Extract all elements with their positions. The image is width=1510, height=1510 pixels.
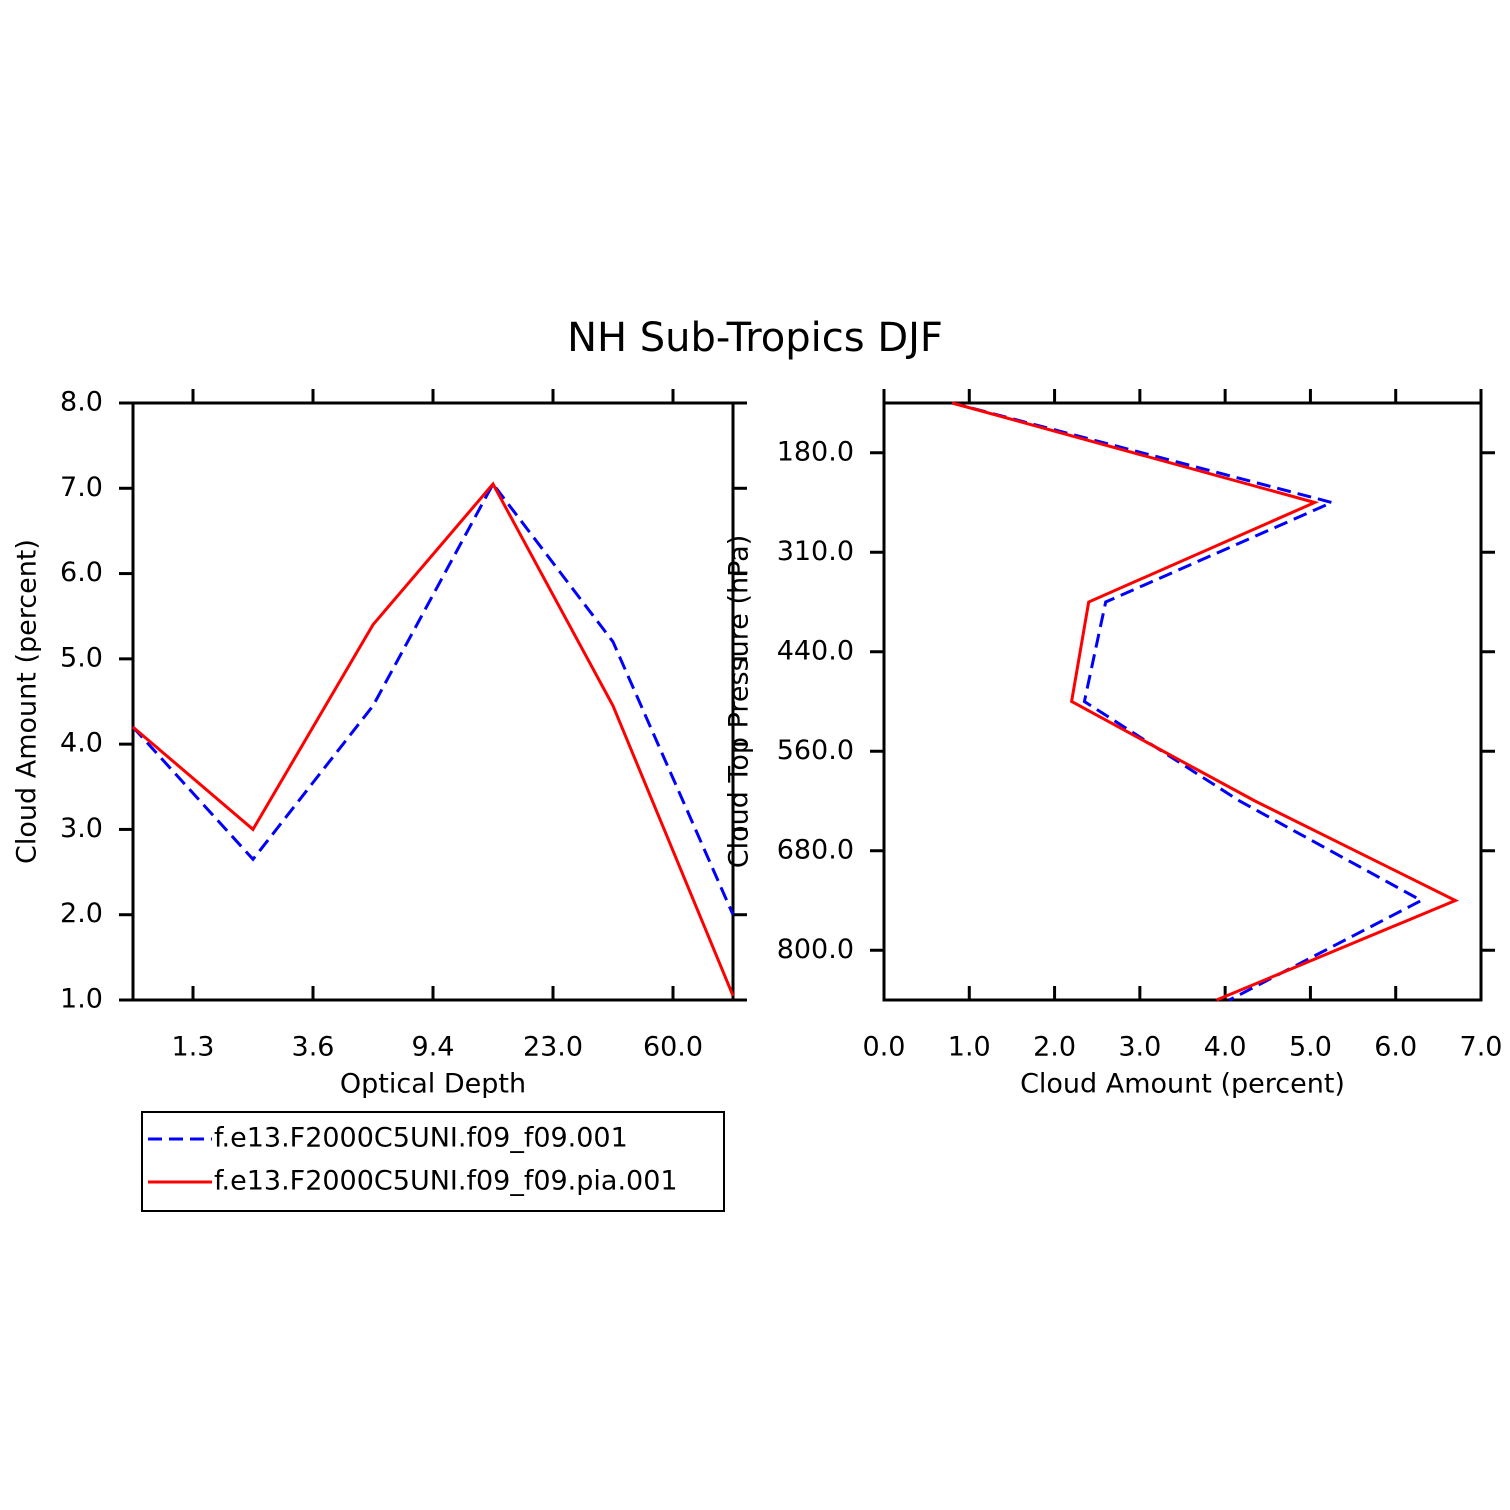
x-tick-label: 7.0: [1460, 1032, 1503, 1063]
x-tick-label: 5.0: [1289, 1032, 1332, 1063]
legend-label: f.e13.F2000C5UNI.f09_f09.001: [214, 1123, 628, 1154]
x-tick-label: 3.0: [1118, 1032, 1161, 1063]
y-tick-label: 1.0: [60, 984, 103, 1015]
legend-box: [141, 1111, 725, 1212]
y-tick-label: 440.0: [777, 635, 854, 666]
x-tick-label: 4.0: [1204, 1032, 1247, 1063]
x-tick-label: 60.0: [643, 1032, 703, 1063]
y-tick-label: 6.0: [60, 557, 103, 588]
x-axis-label: Cloud Amount (percent): [1020, 1069, 1345, 1100]
x-tick-label: 3.6: [292, 1032, 335, 1063]
y-tick-label: 310.0: [777, 536, 854, 567]
y-tick-label: 2.0: [60, 898, 103, 929]
plot-frame: [131, 401, 735, 1002]
y-tick-label: 5.0: [60, 642, 103, 673]
x-tick-label: 23.0: [523, 1032, 583, 1063]
x-tick-label: 1.3: [172, 1032, 215, 1063]
x-tick-label: 6.0: [1374, 1032, 1417, 1063]
x-tick-label: 0.0: [863, 1032, 906, 1063]
series-line: [951, 401, 1460, 1002]
legend-label: f.e13.F2000C5UNI.f09_f09.pia.001: [214, 1166, 678, 1197]
y-tick-label: 7.0: [60, 472, 103, 503]
y-tick-label: 560.0: [777, 735, 854, 766]
x-tick-label: 1.0: [948, 1032, 991, 1063]
x-axis-label: Optical Depth: [340, 1069, 526, 1100]
y-tick-label: 4.0: [60, 728, 103, 759]
series-line: [132, 481, 735, 997]
y-axis-label: Cloud Amount (percent): [12, 539, 43, 864]
x-tick-label: 9.4: [412, 1032, 455, 1063]
plot-frame: [882, 401, 1483, 1002]
series-line: [951, 401, 1425, 1002]
y-tick-label: 180.0: [777, 436, 854, 467]
series-line: [131, 481, 735, 916]
y-tick-label: 3.0: [60, 813, 103, 844]
y-axis-label: Cloud Top Pressure (hPa): [724, 535, 755, 869]
figure-title: NH Sub-Tropics DJF: [567, 315, 943, 361]
x-tick-label: 2.0: [1033, 1032, 1076, 1063]
y-tick-label: 8.0: [60, 387, 103, 418]
y-tick-label: 800.0: [777, 934, 854, 965]
y-tick-label: 680.0: [777, 834, 854, 865]
